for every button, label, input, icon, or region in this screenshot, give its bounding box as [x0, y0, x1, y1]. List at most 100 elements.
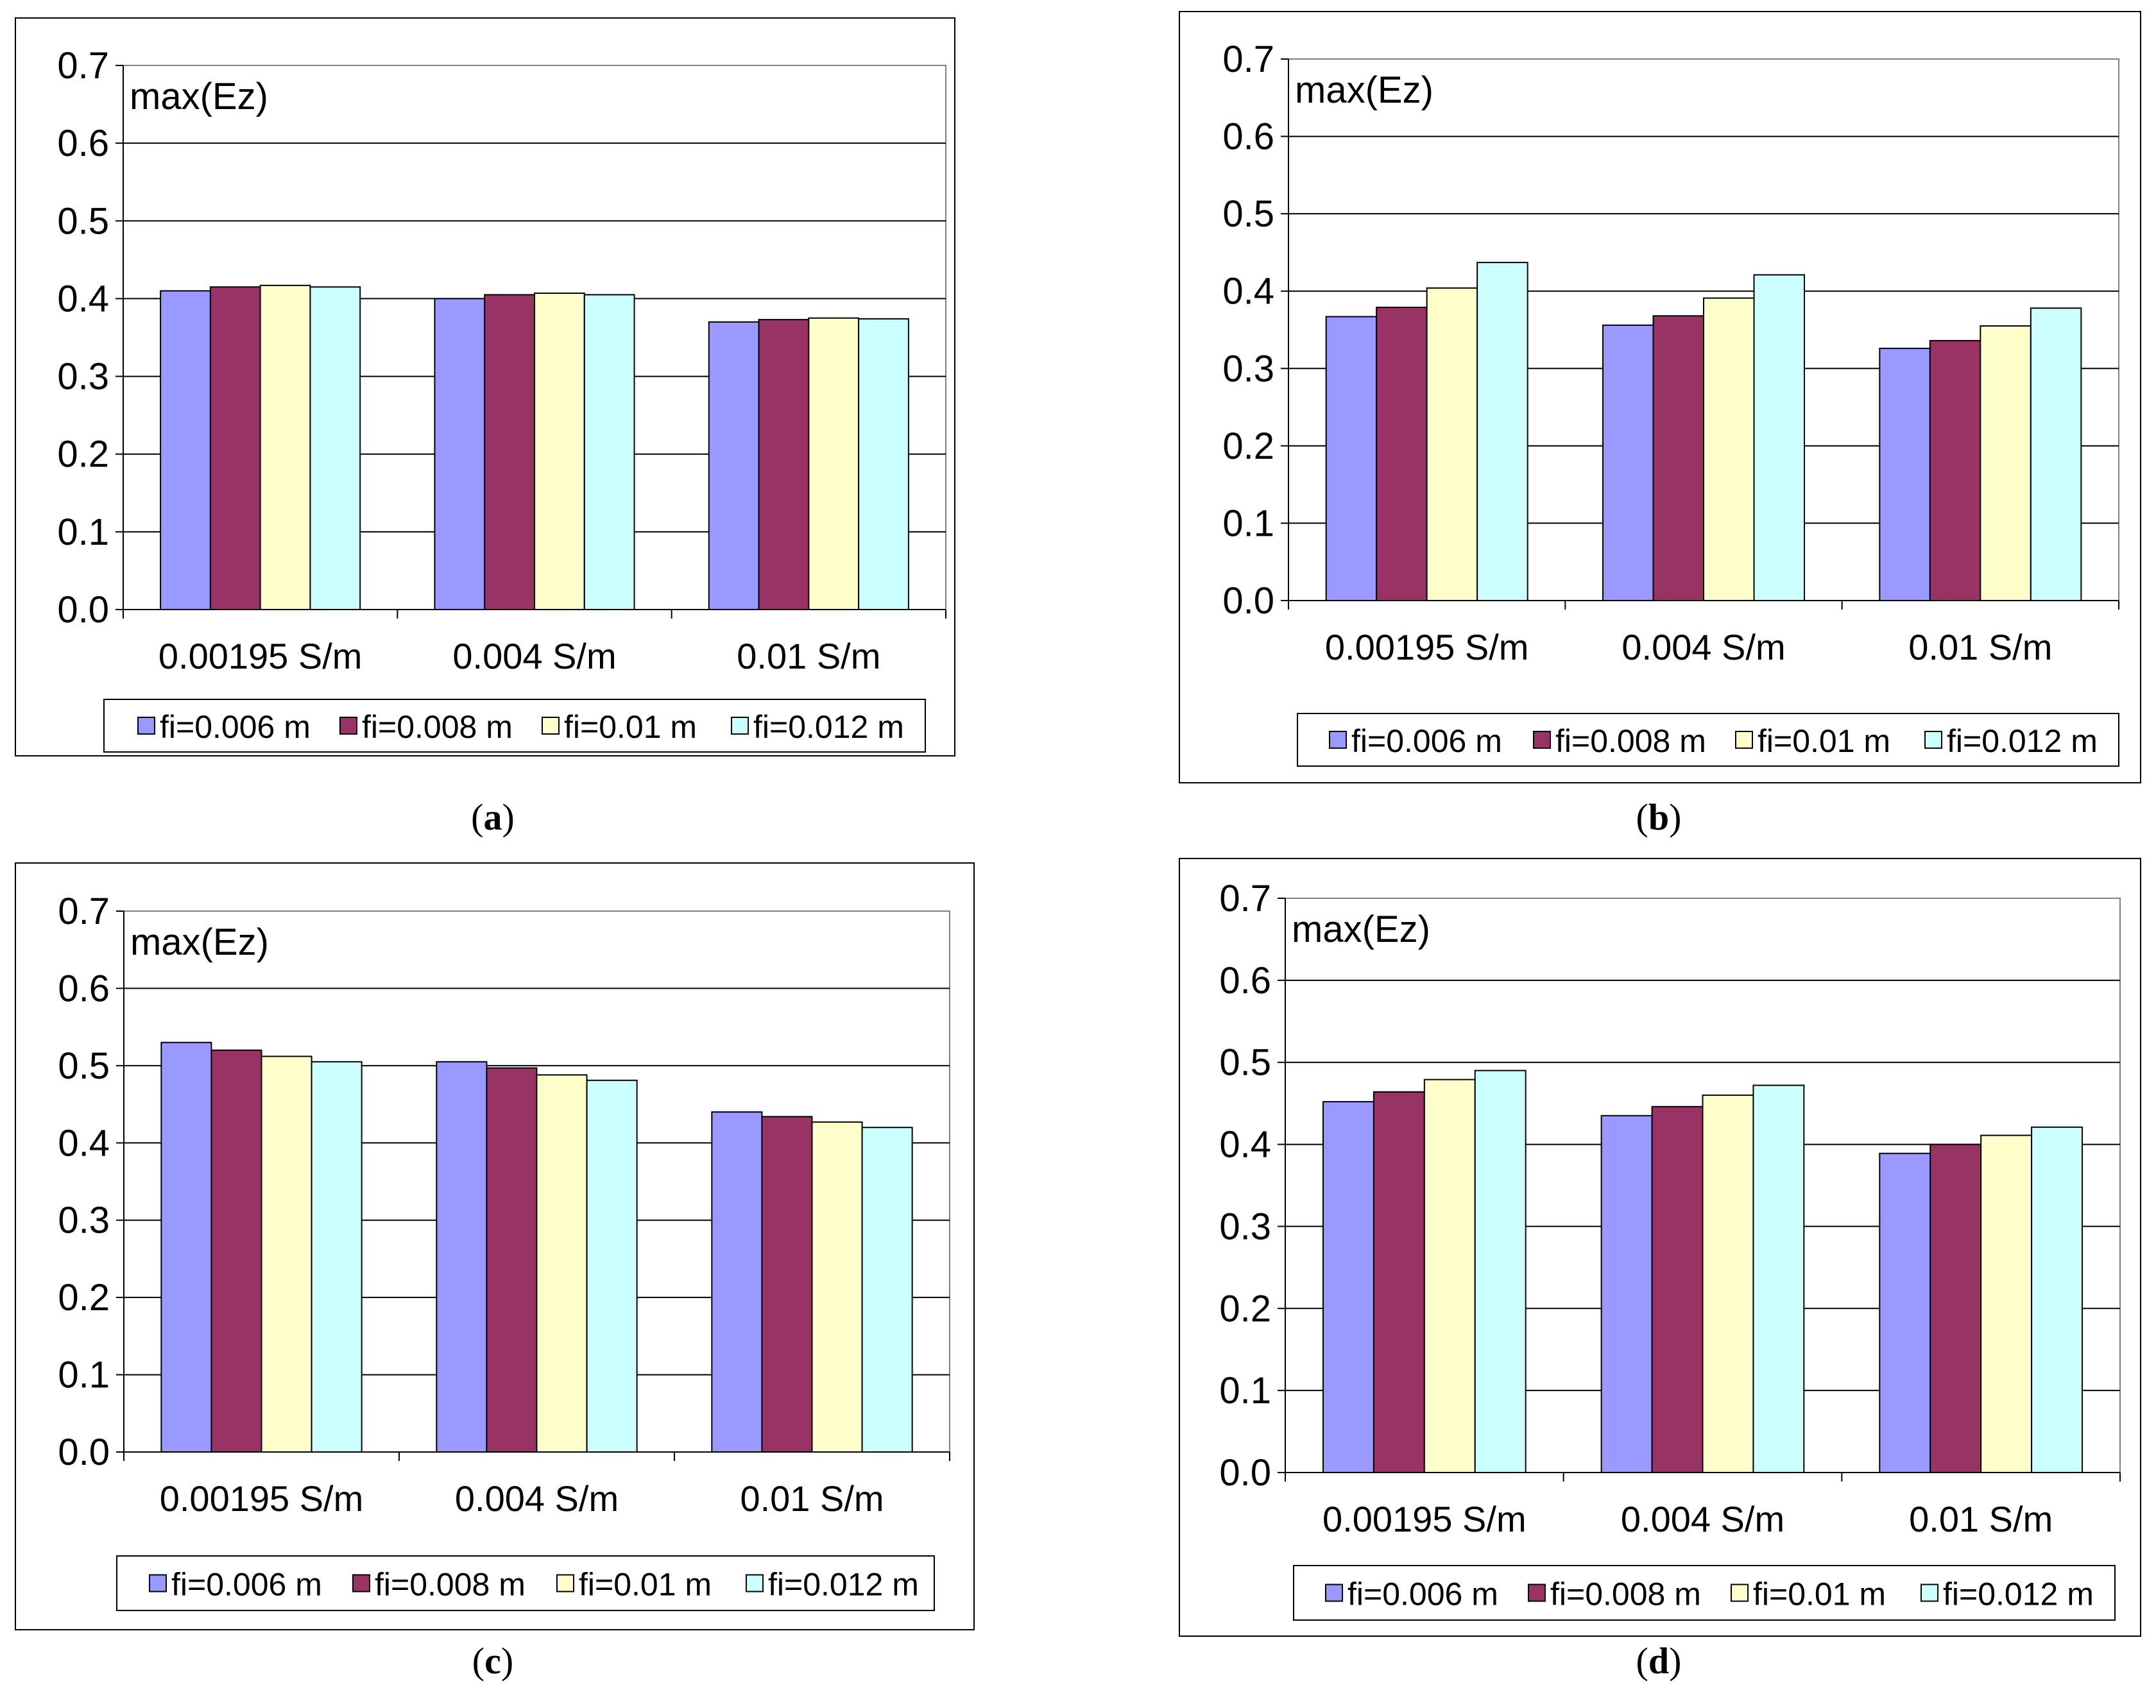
bar	[486, 1067, 538, 1453]
bar	[160, 290, 211, 610]
y-tick-label: 0.0	[57, 589, 109, 631]
legend-swatch	[1735, 731, 1753, 749]
legend-swatch	[1924, 731, 1942, 749]
bar	[1752, 1084, 1805, 1473]
y-tick-label: 0.3	[58, 1200, 110, 1242]
y-tick-label: 0.3	[1219, 1206, 1271, 1247]
y-tick-label: 0.7	[1219, 878, 1271, 919]
bar	[1980, 1134, 2033, 1474]
x-tick-label: 0.00195 S/m	[1322, 1499, 1527, 1539]
legend-swatch	[731, 717, 749, 735]
bar	[1929, 1143, 1982, 1473]
caption-label: b	[1648, 796, 1670, 838]
y-tick-label: 0.3	[57, 356, 109, 398]
bar	[536, 1074, 588, 1453]
bar	[1980, 325, 2032, 601]
legend-label: fi=0.012 m	[1947, 723, 2098, 759]
y-tick-label: 0.0	[1222, 580, 1274, 622]
bar	[1652, 315, 1704, 601]
x-tick-label: 0.01 S/m	[737, 636, 880, 676]
bar	[309, 286, 361, 610]
caption-d: (d)	[1636, 1640, 1682, 1682]
x-tick-label: 0.004 S/m	[1621, 1499, 1784, 1539]
legend-label: fi=0.012 m	[1943, 1576, 2094, 1612]
bar	[858, 318, 909, 610]
x-tick-label: 0.01 S/m	[1909, 1499, 2053, 1539]
bar	[808, 317, 860, 610]
y-tick-label: 0.4	[58, 1122, 110, 1164]
legend-label: fi=0.012 m	[753, 709, 904, 745]
bar	[160, 1041, 212, 1453]
legend-label: fi=0.006 m	[171, 1567, 322, 1603]
bar	[436, 1061, 488, 1453]
y-axis-label: max(Ez)	[130, 76, 268, 117]
y-tick-label: 0.5	[1222, 193, 1274, 235]
legend-swatch	[1921, 1584, 1938, 1602]
y-axis-label: max(Ez)	[130, 921, 269, 963]
bar	[1879, 347, 1931, 601]
y-tick-label: 0.3	[1222, 348, 1274, 389]
bar	[811, 1121, 863, 1453]
y-tick-label: 0.6	[58, 968, 110, 1009]
bar	[1423, 1079, 1476, 1474]
y-tick-label: 0.1	[1219, 1370, 1271, 1412]
y-tick-label: 0.5	[1219, 1042, 1271, 1084]
bar	[1322, 1101, 1374, 1473]
legend-swatch	[542, 717, 560, 735]
legend	[1293, 1565, 2116, 1621]
bar	[761, 1116, 813, 1453]
bar	[434, 298, 486, 610]
bar	[586, 1079, 638, 1453]
legend-swatch	[352, 1574, 370, 1593]
chart-c: 0.0 0.1 0.2 0.3 0.4 0.5 0.6 0.7 max(Ez) 0.00195 S…	[15, 862, 975, 1630]
bar	[1325, 316, 1378, 601]
bar	[2030, 307, 2082, 601]
y-tick-label: 0.4	[57, 278, 109, 320]
bar	[1474, 1070, 1527, 1473]
y-tick-label: 0.1	[57, 511, 109, 553]
bar	[1929, 339, 1981, 601]
bar	[2031, 1126, 2083, 1473]
y-tick-label: 0.2	[1219, 1288, 1271, 1329]
legend	[116, 1555, 935, 1611]
y-tick-label: 0.7	[58, 891, 110, 932]
y-tick-label: 0.6	[1219, 960, 1271, 1002]
chart-d: 0.0 0.1 0.2 0.3 0.4 0.5 0.6 0.7 max(Ez) 0.00195 S…	[1179, 858, 2141, 1637]
legend-label: fi=0.006 m	[1351, 723, 1502, 759]
bar	[1373, 1091, 1425, 1473]
x-tick-label: 0.004 S/m	[1621, 627, 1785, 667]
y-tick-label: 0.6	[57, 123, 109, 164]
bar	[711, 1111, 763, 1453]
legend	[1297, 713, 2119, 767]
x-tick-label: 0.01 S/m	[740, 1478, 884, 1519]
bar	[758, 319, 810, 610]
bar	[259, 284, 311, 610]
y-tick-label: 0.2	[1222, 425, 1274, 467]
bar	[583, 294, 635, 610]
y-tick-label: 0.4	[1222, 271, 1274, 312]
bar	[534, 292, 585, 610]
legend-swatch	[746, 1574, 764, 1593]
caption-label: d	[1648, 1640, 1670, 1682]
chart-b: 0.0 0.1 0.2 0.3 0.4 0.5 0.6 0.7 max(Ez) 0.00195 S…	[1179, 11, 2141, 783]
bar	[261, 1055, 312, 1453]
y-tick-label: 0.4	[1219, 1124, 1271, 1166]
y-tick-label: 0.5	[58, 1045, 110, 1087]
y-tick-label: 0.0	[58, 1431, 110, 1473]
bar	[1476, 262, 1528, 601]
legend-swatch	[556, 1574, 574, 1593]
legend-swatch	[1325, 1584, 1343, 1602]
legend-swatch	[149, 1574, 167, 1593]
bar	[484, 294, 536, 610]
caption-label: a	[483, 796, 502, 838]
bar	[861, 1127, 913, 1453]
chart-a: 0.0 0.1 0.2 0.3 0.4 0.5 0.6 0.7 max(Ez) 0.00195 S…	[15, 17, 955, 756]
x-tick-label: 0.00195 S/m	[158, 636, 363, 676]
legend-label: fi=0.008 m	[1555, 723, 1706, 759]
legend-label: fi=0.008 m	[1550, 1576, 1701, 1612]
legend-label: fi=0.008 m	[375, 1567, 526, 1603]
bar	[1703, 297, 1755, 601]
legend-label: fi=0.01 m	[1753, 1576, 1886, 1612]
y-tick-label: 0.2	[57, 434, 109, 475]
